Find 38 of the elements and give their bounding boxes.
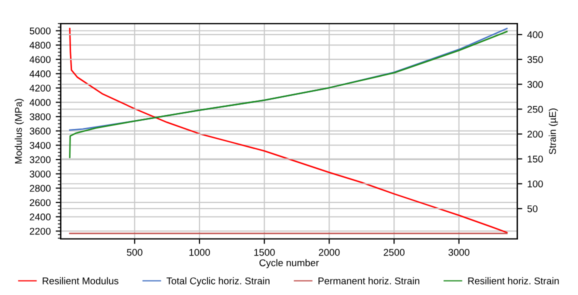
y-tick-label: 5000 <box>30 27 51 34</box>
y-tick-label: 3400 <box>30 142 51 149</box>
x-tick-label: 2000 <box>318 248 340 256</box>
y-tick-label: 4000 <box>30 99 51 106</box>
y-tick-label: 3000 <box>30 170 51 178</box>
y2-tick-label: 50 <box>527 205 538 212</box>
legend-label: Resilient horiz. Strain <box>468 277 559 284</box>
y-tick-label: 4400 <box>30 70 51 78</box>
x-tick-label: 2500 <box>384 248 405 256</box>
x-tick-label: 1500 <box>254 248 275 256</box>
y2-tick-label: 300 <box>527 81 543 88</box>
x-tick-label: 500 <box>126 248 142 256</box>
y2-tick-label: 400 <box>527 31 543 38</box>
legend-label: Permanent horiz. Strain <box>318 277 420 284</box>
legend-label: Resilient Modulus <box>42 277 118 284</box>
y-tick-label: 3200 <box>30 156 51 164</box>
y-axis-title: Modulus (MPa) <box>14 98 24 164</box>
line-series <box>69 28 508 234</box>
y-tick-label: 2200 <box>30 228 51 235</box>
y2-tick-label: 350 <box>527 56 543 64</box>
y2-tick-label: 200 <box>528 130 543 138</box>
y-tick-label: 4800 <box>30 42 51 49</box>
y-tick-label: 3800 <box>30 113 51 120</box>
line-series <box>69 30 508 158</box>
x-axis-title: Cycle number <box>260 259 319 268</box>
y-tick-label: 4200 <box>30 84 51 92</box>
y-tick-label: 2800 <box>30 184 51 192</box>
x-tick-label: 3000 <box>448 248 470 256</box>
y-tick-label: 3600 <box>30 128 51 135</box>
y2-tick-label: 250 <box>528 106 543 113</box>
legend-label: Total Cyclic horiz. Strain <box>166 277 270 286</box>
y-tick-label: 4600 <box>30 56 51 63</box>
y-tick-label: 2400 <box>30 214 51 220</box>
y2-axis-title: Strain (µE) <box>548 108 558 154</box>
y-tick-label: 2600 <box>30 199 51 206</box>
x-tick-label: 1000 <box>189 248 210 256</box>
y2-tick-label: 150 <box>528 156 543 162</box>
y2-tick-label: 100 <box>528 180 543 188</box>
